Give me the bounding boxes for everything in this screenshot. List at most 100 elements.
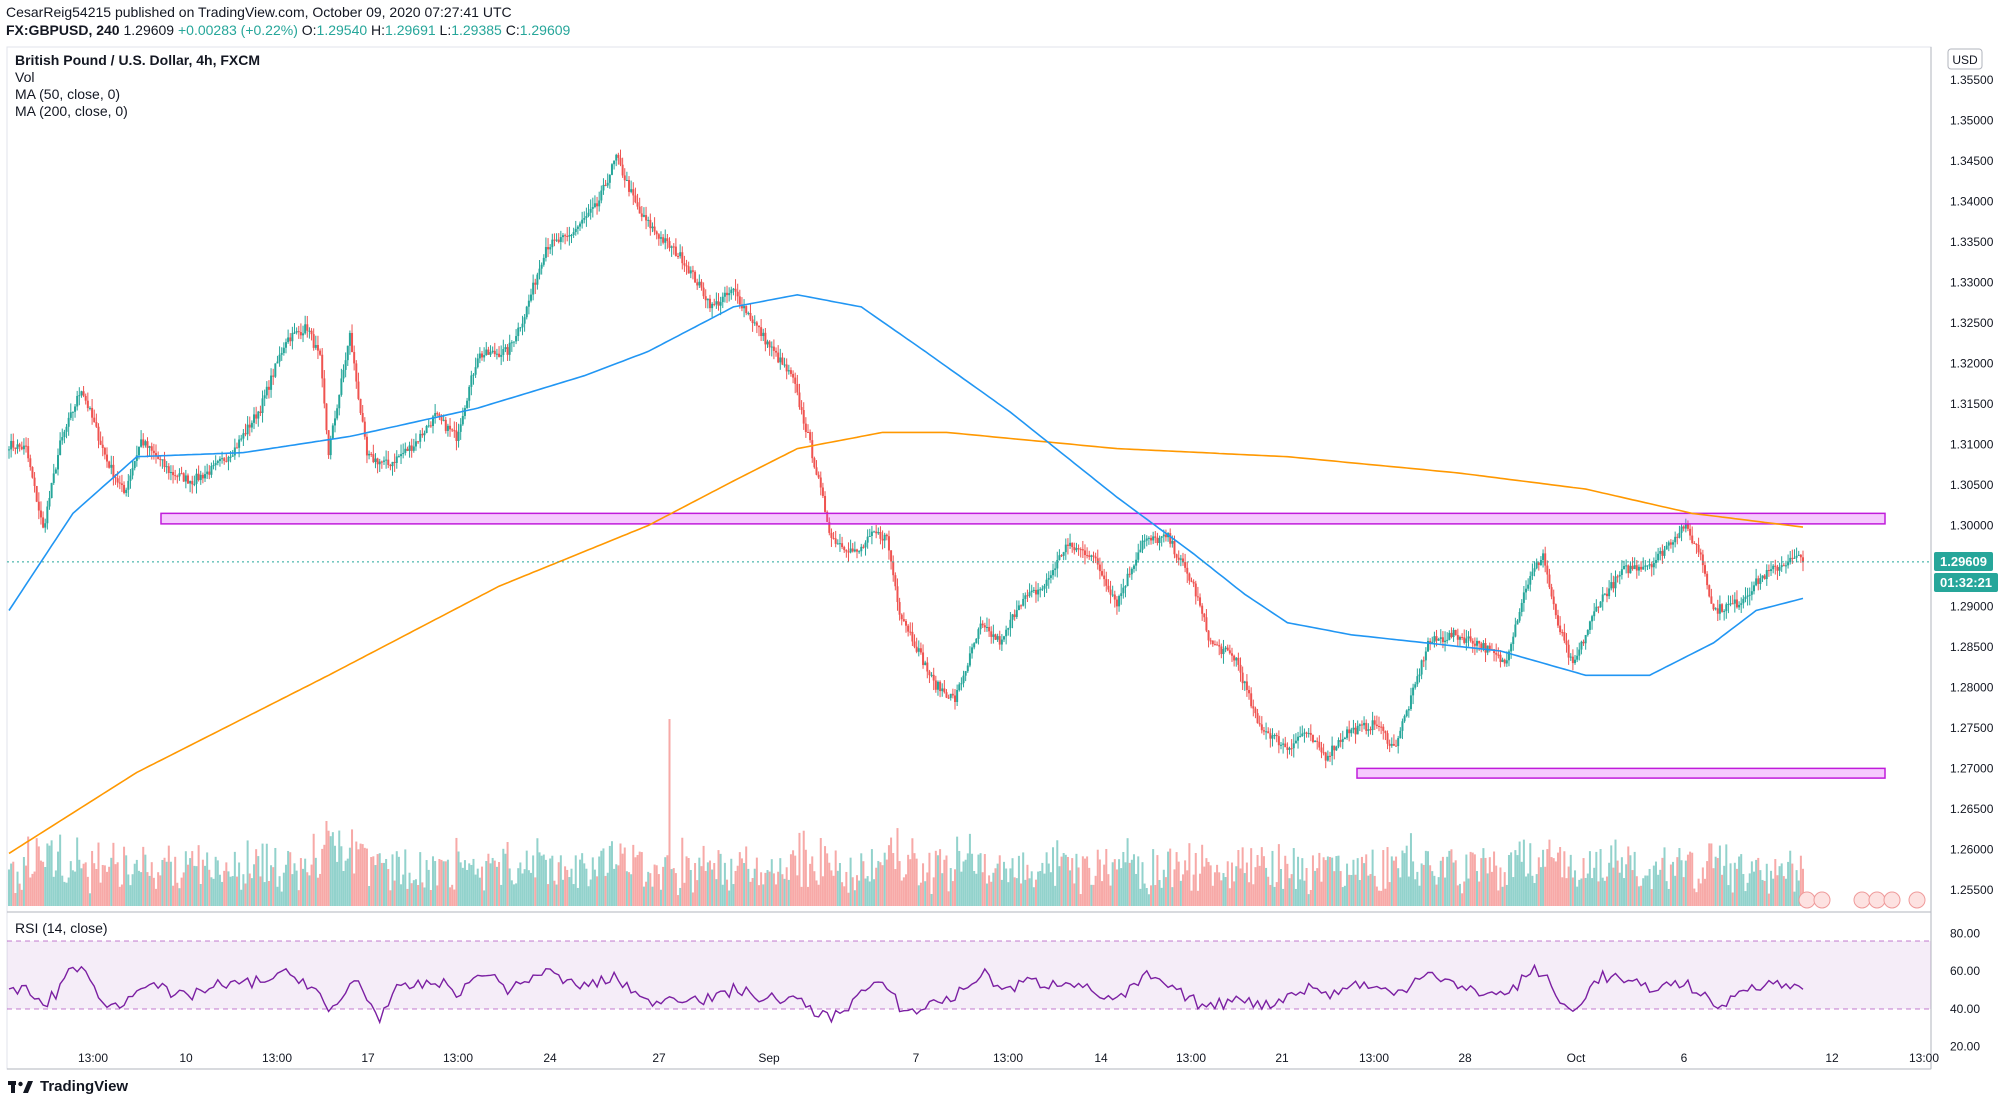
volume-bar [1395,856,1398,906]
price-axis-ticks[interactable]: 1.355001.350001.345001.340001.335001.330… [1950,73,1994,897]
volume-bar [1218,872,1221,906]
volume-bar [551,855,554,906]
candle-body [451,429,454,431]
candle-body [1665,545,1668,550]
price-tick-label: 1.25500 [1950,883,1994,897]
candle-body [389,464,392,467]
volume-bar [1503,872,1506,906]
candle-body [1616,576,1619,578]
candle-body [1539,560,1542,566]
time-axis-ticks[interactable]: 13:00 10 13:00 17 13:00 24 27 Sep 7 13:00 14 13:00 2… [78,1051,1939,1065]
volume-bar [12,861,15,906]
candle-body [457,431,460,441]
volume-bar [1678,848,1681,906]
legend-ma50[interactable]: MA (50, close, 0) [15,86,121,102]
economic-event-markers[interactable] [1798,891,1926,909]
volume-bar [463,860,466,906]
volume-bar [116,862,119,906]
volume-bar [1196,890,1199,906]
candle-body [1301,733,1304,736]
volume-bar [123,846,126,906]
volume-bar [235,876,238,906]
volume-bar [106,871,109,906]
candle-body [772,346,775,351]
candle-body [423,432,426,436]
candle-body [517,327,520,337]
candle-body [1184,562,1187,568]
candle-body [382,460,385,462]
volume-bar [1427,851,1430,906]
candle-body [1137,552,1140,560]
volume-bar [1710,843,1713,906]
candle-body [284,342,287,348]
volume-bar [762,884,765,906]
volume-bar [174,856,177,906]
volume-bar [649,873,652,906]
event-flag-icon [1908,891,1926,909]
candle-body [1569,656,1572,658]
candle-body [581,219,584,224]
legend-rsi[interactable]: RSI (14, close) [15,920,108,936]
volume-bar [78,859,81,906]
volume-bar [830,870,833,906]
currency-label[interactable]: USD [1952,53,1978,67]
volume-bar [131,874,134,906]
volume-bar [483,890,486,906]
candle-body [704,296,707,301]
volume-bar [640,852,643,906]
candle-body [69,412,72,418]
candle-body [679,252,682,257]
volume-bar [1537,857,1540,906]
volume-bar [625,871,628,906]
candle-body [1703,565,1706,574]
legend-ma200[interactable]: MA (200, close, 0) [15,103,128,119]
candle-body [559,237,562,242]
legend-vol[interactable]: Vol [15,69,35,85]
volume-bar [208,869,211,906]
candle-body [971,647,974,654]
candle-body [1674,536,1677,543]
candle-body [817,474,820,478]
candle-body [941,688,944,692]
volume-bar [1132,854,1135,906]
candle-body [879,532,882,539]
candle-body [1088,555,1091,557]
candle-body [510,342,513,344]
volume-bar [1282,888,1285,906]
time-tick-label: 13:00 [993,1051,1023,1065]
volume-bar [348,847,351,906]
candle-body [1661,551,1664,556]
symbol-label[interactable]: FX:GBPUSD, 240 [6,22,120,38]
candle-body [1311,734,1314,743]
candle-body [112,464,115,478]
candle-body [990,631,993,637]
volume-bar [29,877,32,906]
candle-body [668,241,671,248]
candle-body [979,623,982,630]
volume-bar [231,876,234,906]
candle-body [1787,562,1790,566]
rsi-tick-label: 80.00 [1950,926,1980,940]
volume-bar [161,859,164,906]
candle-body [1392,743,1395,746]
tradingview-brand[interactable]: TradingView [8,1078,128,1095]
chart-title[interactable]: British Pound / U.S. Dollar, 4h, FXCM [15,52,261,68]
volume-bar [1098,859,1101,906]
candle-body [770,346,773,348]
volume-bar [1054,885,1057,906]
volume-bar [670,869,673,906]
volume-bar [1661,857,1664,906]
volume-bar [1733,862,1736,906]
currency-box[interactable] [1947,48,1983,70]
volume-bar [93,863,96,906]
volume-bar [1488,857,1491,906]
candle-body [943,688,946,693]
candle-body [14,447,17,449]
candle-body [406,448,409,451]
volume-bar [740,858,743,906]
volume-bar [39,860,42,906]
candle-body [1371,720,1374,731]
volume-bar [1482,848,1485,906]
